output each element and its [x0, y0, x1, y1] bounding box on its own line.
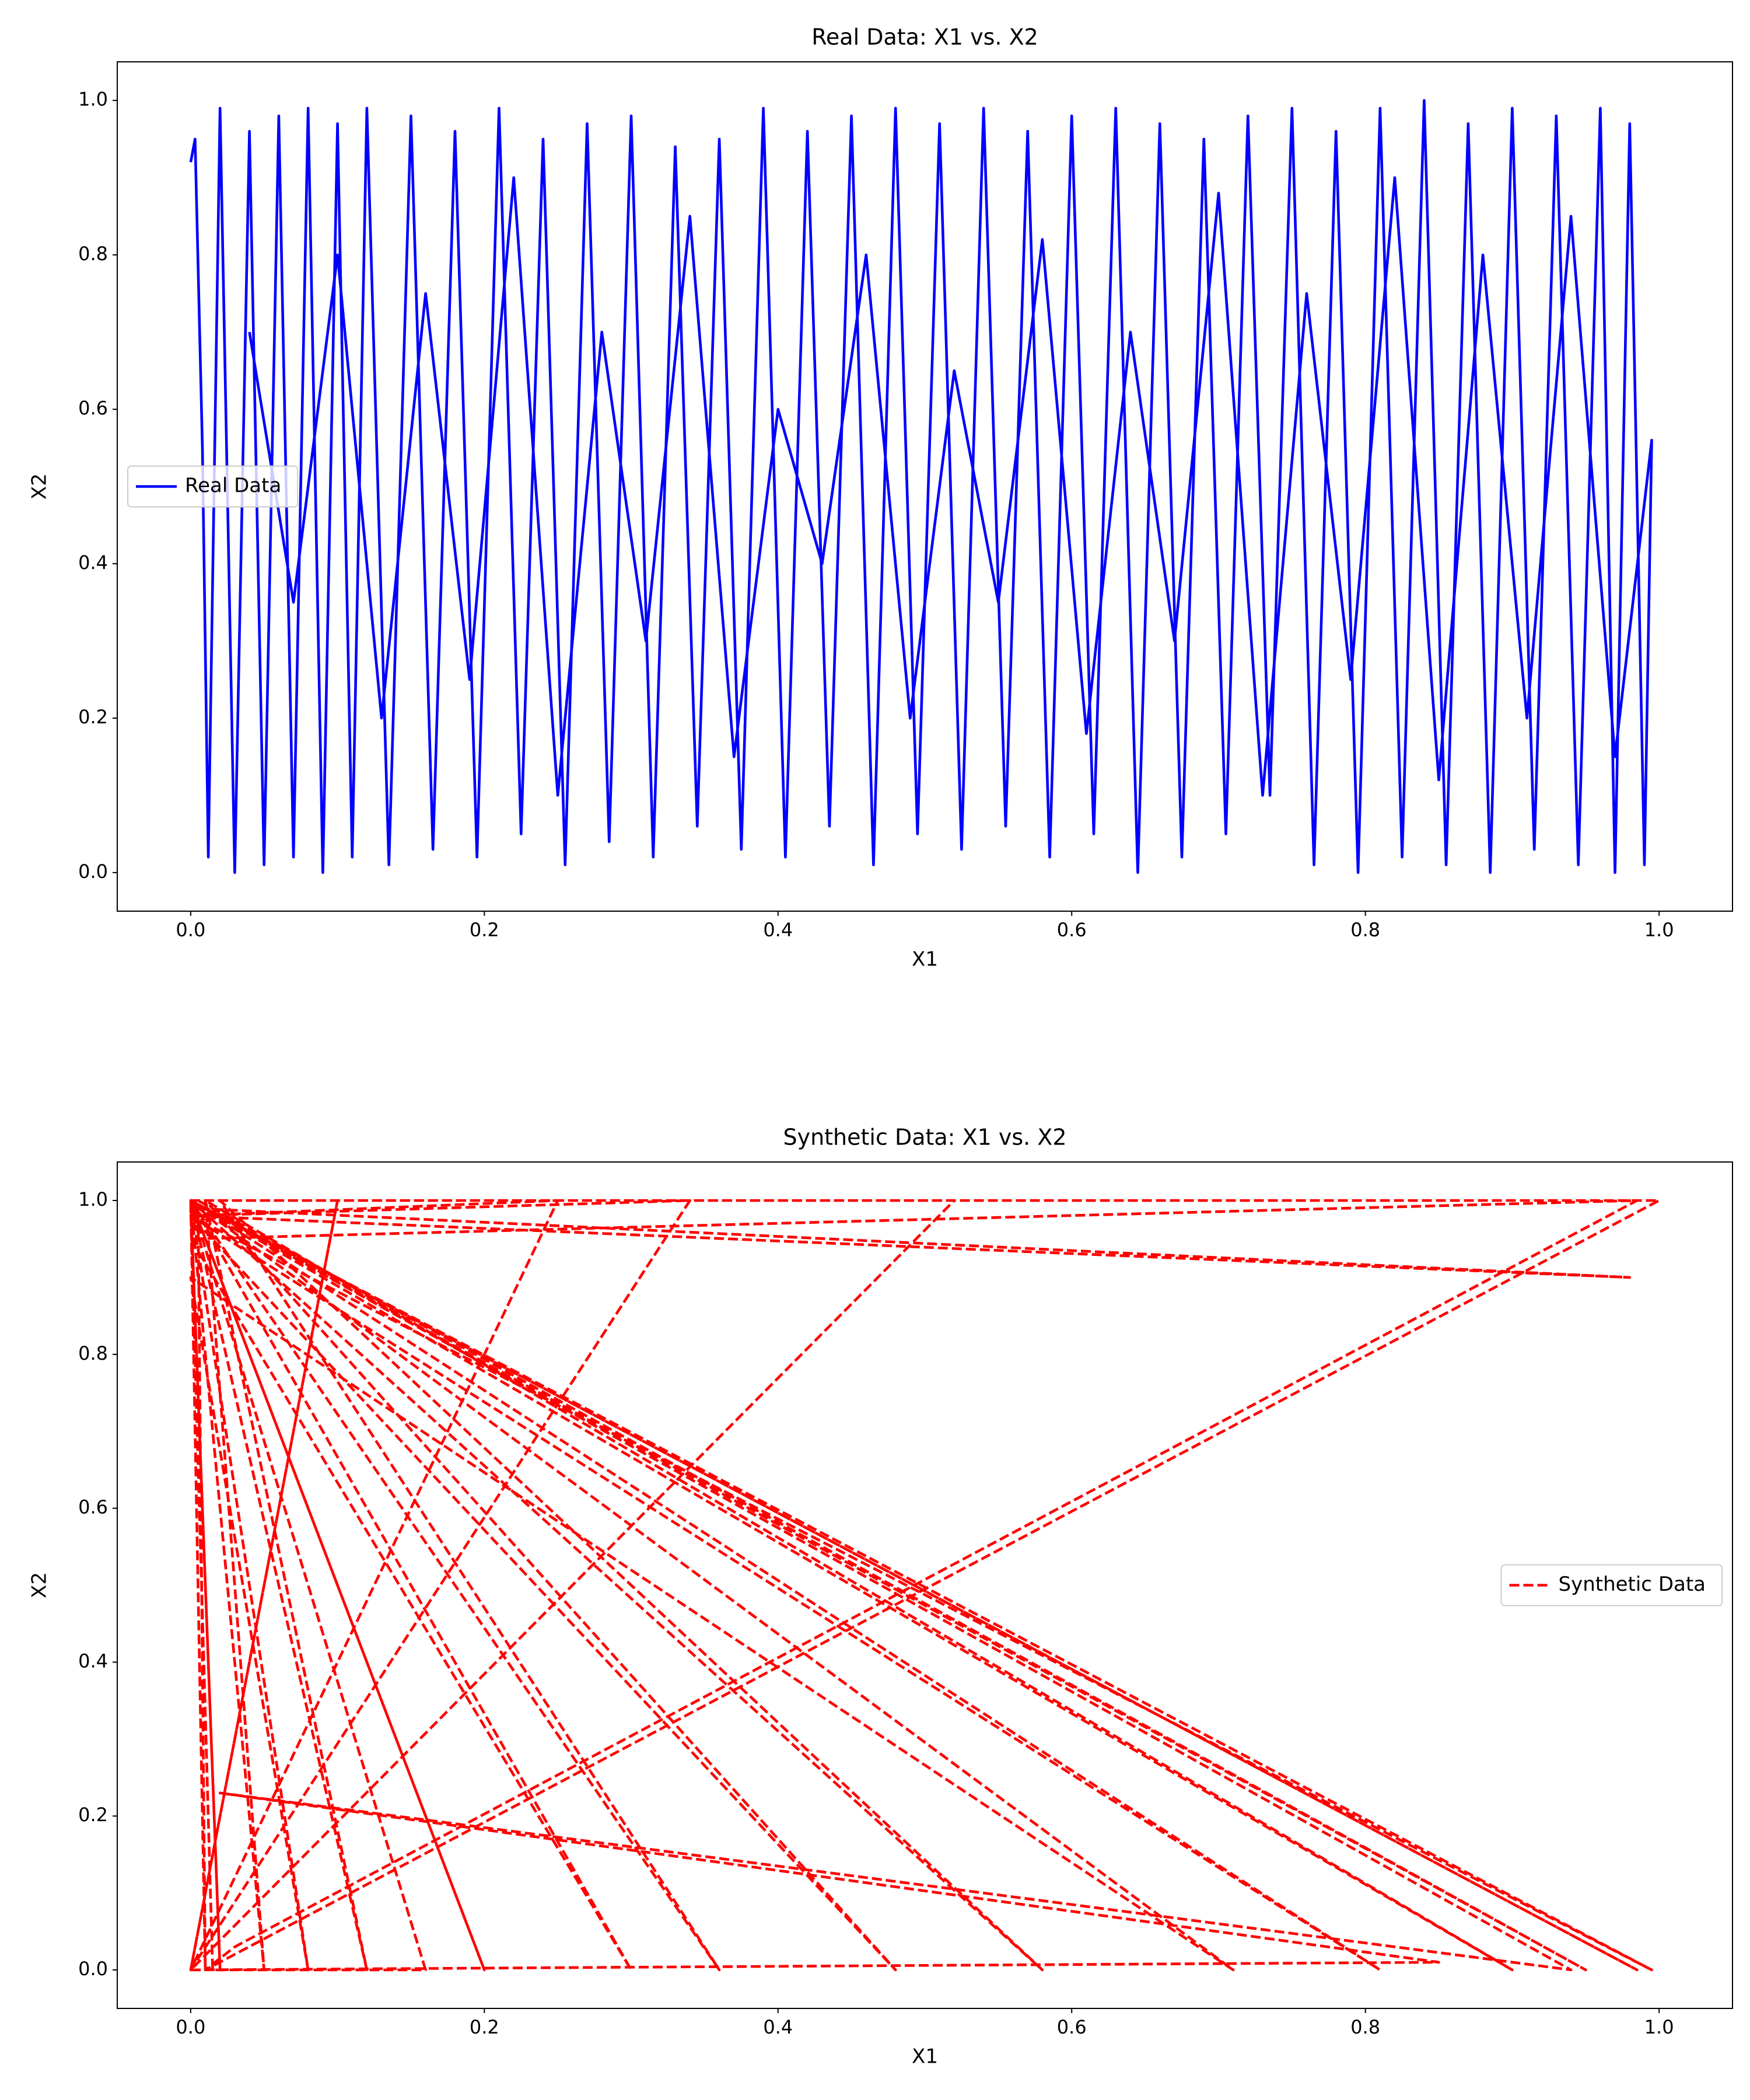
x-tick-label: 0.0 — [176, 2016, 205, 2038]
x-tick-label: 0.2 — [470, 2016, 499, 2038]
legend-frame — [1500, 1564, 1723, 1606]
data-line — [189, 1199, 1661, 1972]
chart-title: Real Data: X1 vs. X2 — [811, 24, 1038, 50]
y-tick-label: 0.2 — [78, 706, 108, 728]
y-tick-label: 0.6 — [78, 397, 108, 419]
y-tick-label: 0.8 — [78, 1342, 108, 1364]
y-axis-label: X2 — [28, 1572, 51, 1598]
y-tick-label: 1.0 — [78, 1188, 108, 1210]
legend-label: Synthetic Data — [1558, 1573, 1706, 1596]
x-tick-label: 0.4 — [763, 2016, 793, 2038]
x-tick-label: 1.0 — [1644, 919, 1674, 941]
y-axis-label: X2 — [28, 474, 51, 500]
x-axis-label: X1 — [912, 948, 938, 971]
x-tick-label: 0.6 — [1057, 2016, 1087, 2038]
x-axis-label: X1 — [912, 2045, 938, 2068]
x-tick-label: 0.8 — [1350, 919, 1380, 941]
y-tick-label: 0.0 — [78, 860, 108, 883]
legend-label: Real Data — [185, 474, 281, 498]
y-tick-label: 0.0 — [78, 1958, 108, 1980]
x-tick-label: 0.2 — [470, 919, 499, 941]
x-tick-label: 0.8 — [1350, 2016, 1380, 2038]
y-tick-label: 0.8 — [78, 243, 108, 265]
y-tick-label: 0.2 — [78, 1804, 108, 1826]
y-tick-label: 0.6 — [78, 1496, 108, 1518]
y-tick-label: 1.0 — [78, 88, 108, 110]
x-tick-label: 0.0 — [176, 919, 205, 941]
y-tick-label: 0.4 — [78, 551, 108, 573]
data-line — [189, 99, 1653, 874]
axes-frame — [117, 61, 1733, 912]
legend: Real Data — [127, 466, 299, 508]
legend-frame — [127, 466, 299, 508]
x-tick-label: 0.6 — [1057, 919, 1087, 941]
y-tick-label: 0.4 — [78, 1650, 108, 1672]
chart-title: Synthetic Data: X1 vs. X2 — [783, 1125, 1066, 1150]
x-tick-label: 0.4 — [763, 919, 793, 941]
legend: Synthetic Data — [1500, 1564, 1723, 1606]
axes-frame — [117, 1161, 1733, 2009]
x-tick-label: 1.0 — [1644, 2016, 1674, 2038]
